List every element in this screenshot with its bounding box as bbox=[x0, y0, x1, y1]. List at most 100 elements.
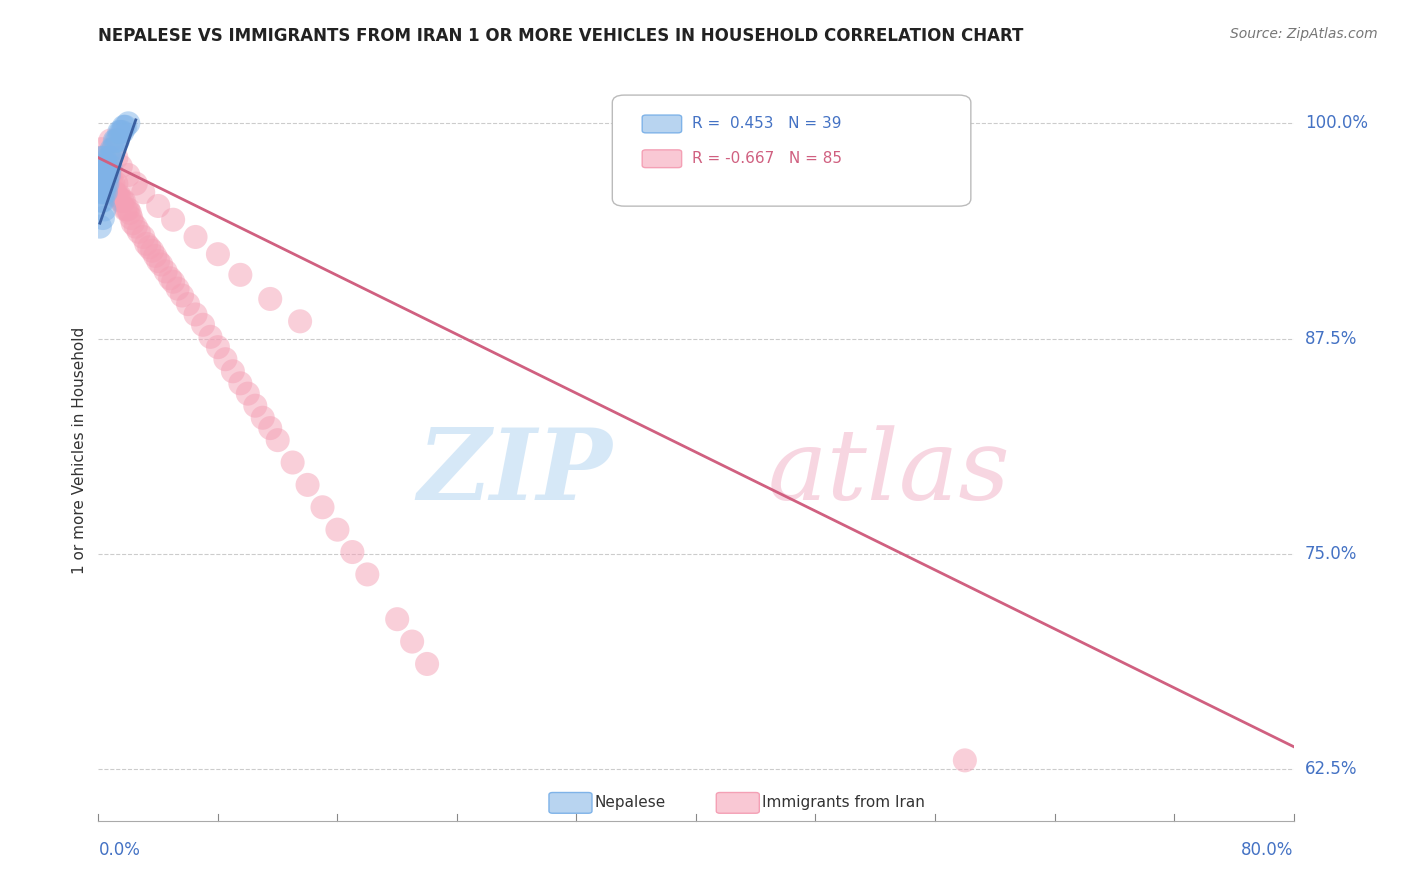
Point bbox=[90, 185, 112, 199]
FancyBboxPatch shape bbox=[548, 792, 592, 814]
Text: 75.0%: 75.0% bbox=[1305, 545, 1357, 563]
Point bbox=[105, 188, 128, 202]
Point bbox=[90, 194, 112, 208]
Text: atlas: atlas bbox=[768, 425, 1011, 520]
Point bbox=[132, 230, 155, 244]
Point bbox=[104, 134, 127, 148]
Point bbox=[96, 168, 118, 182]
Point bbox=[117, 116, 139, 130]
Point bbox=[267, 433, 290, 447]
Text: Nepalese: Nepalese bbox=[595, 795, 665, 810]
Point bbox=[93, 202, 115, 217]
Point bbox=[132, 185, 155, 199]
Point bbox=[101, 142, 124, 156]
Point bbox=[91, 151, 114, 165]
Point bbox=[297, 478, 319, 492]
Point bbox=[98, 151, 122, 165]
Point bbox=[91, 177, 114, 191]
Point bbox=[91, 160, 114, 174]
Point bbox=[96, 168, 118, 182]
Point bbox=[91, 168, 114, 182]
Point bbox=[177, 297, 200, 311]
Point bbox=[245, 399, 267, 413]
Point bbox=[281, 456, 304, 470]
Point bbox=[93, 168, 115, 182]
Point bbox=[94, 177, 117, 191]
Point bbox=[90, 160, 112, 174]
Point bbox=[90, 160, 112, 174]
Point bbox=[311, 500, 333, 515]
Point bbox=[91, 194, 114, 208]
Point bbox=[97, 185, 120, 199]
Point bbox=[115, 202, 138, 217]
Point bbox=[222, 364, 245, 378]
Point bbox=[107, 134, 129, 148]
Point bbox=[118, 206, 141, 220]
Point bbox=[148, 199, 170, 213]
Point bbox=[90, 151, 112, 165]
FancyBboxPatch shape bbox=[643, 150, 682, 168]
Point bbox=[117, 168, 139, 182]
Point bbox=[91, 211, 114, 225]
Point bbox=[111, 194, 134, 208]
Point bbox=[288, 314, 311, 328]
Point bbox=[103, 177, 125, 191]
Point bbox=[356, 567, 378, 582]
Point bbox=[97, 168, 120, 182]
Point bbox=[207, 247, 229, 261]
Point bbox=[94, 160, 117, 174]
Point bbox=[150, 258, 173, 272]
Point bbox=[93, 168, 115, 182]
FancyBboxPatch shape bbox=[643, 115, 682, 133]
Point bbox=[162, 212, 184, 227]
Point bbox=[98, 134, 122, 148]
Point bbox=[200, 330, 222, 344]
Point bbox=[97, 168, 120, 182]
Point bbox=[98, 168, 122, 182]
Point bbox=[953, 753, 976, 767]
Point bbox=[94, 185, 117, 199]
Point bbox=[207, 340, 229, 354]
Point bbox=[385, 612, 409, 626]
Point bbox=[259, 421, 281, 435]
Point bbox=[93, 185, 115, 199]
Point bbox=[96, 177, 118, 191]
Point bbox=[98, 185, 122, 199]
Point bbox=[103, 142, 125, 156]
Point bbox=[401, 634, 423, 648]
Text: Source: ZipAtlas.com: Source: ZipAtlas.com bbox=[1230, 27, 1378, 41]
Point bbox=[229, 376, 252, 391]
Point bbox=[90, 168, 112, 182]
Point bbox=[105, 151, 128, 165]
Point bbox=[214, 352, 236, 367]
Text: 62.5%: 62.5% bbox=[1305, 760, 1357, 778]
Text: 87.5%: 87.5% bbox=[1305, 329, 1357, 348]
Point bbox=[121, 216, 143, 230]
Point bbox=[110, 194, 132, 208]
Point bbox=[90, 142, 112, 156]
Point bbox=[117, 202, 139, 217]
Point bbox=[162, 275, 184, 289]
Point bbox=[166, 282, 188, 296]
Text: 100.0%: 100.0% bbox=[1305, 114, 1368, 132]
Point bbox=[101, 177, 124, 191]
Point bbox=[91, 160, 114, 174]
Point bbox=[229, 268, 252, 282]
Point bbox=[103, 142, 125, 156]
Point bbox=[103, 185, 125, 199]
Point bbox=[110, 160, 132, 174]
Point bbox=[94, 168, 117, 182]
Point bbox=[128, 225, 150, 239]
Point bbox=[94, 168, 117, 182]
Point bbox=[93, 151, 115, 165]
Point bbox=[236, 386, 259, 401]
Point bbox=[252, 410, 274, 425]
Point bbox=[135, 236, 157, 251]
Y-axis label: 1 or more Vehicles in Household: 1 or more Vehicles in Household bbox=[72, 326, 87, 574]
Point bbox=[89, 219, 111, 234]
Point bbox=[184, 230, 207, 244]
Point bbox=[191, 318, 214, 332]
Point bbox=[108, 125, 131, 139]
Point bbox=[94, 160, 117, 174]
Point bbox=[97, 151, 120, 165]
